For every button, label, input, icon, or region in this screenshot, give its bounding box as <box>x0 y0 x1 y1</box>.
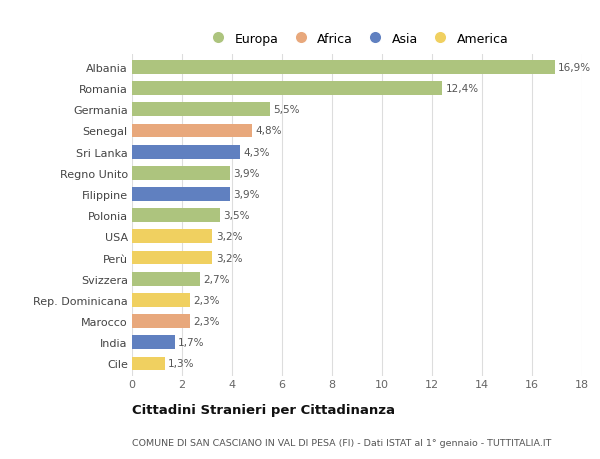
Text: Cittadini Stranieri per Cittadinanza: Cittadini Stranieri per Cittadinanza <box>132 403 395 416</box>
Bar <box>132 272 199 286</box>
Text: 2,3%: 2,3% <box>193 316 220 326</box>
Text: 4,8%: 4,8% <box>256 126 282 136</box>
Bar <box>132 82 442 96</box>
Text: 3,9%: 3,9% <box>233 190 260 200</box>
Text: 3,2%: 3,2% <box>216 232 242 242</box>
Text: 1,7%: 1,7% <box>178 337 205 347</box>
Bar <box>132 103 269 117</box>
Bar <box>132 357 164 370</box>
Text: 2,3%: 2,3% <box>193 295 220 305</box>
Bar <box>132 251 212 265</box>
Text: 3,9%: 3,9% <box>233 168 260 179</box>
Text: 3,5%: 3,5% <box>223 211 250 221</box>
Text: 2,7%: 2,7% <box>203 274 230 284</box>
Bar <box>132 124 252 138</box>
Bar <box>132 61 554 75</box>
Text: 4,3%: 4,3% <box>243 147 270 157</box>
Text: 1,3%: 1,3% <box>168 358 195 369</box>
Bar <box>132 188 229 202</box>
Bar <box>132 167 229 180</box>
Text: 16,9%: 16,9% <box>558 63 592 73</box>
Text: 12,4%: 12,4% <box>446 84 479 94</box>
Bar <box>132 293 190 307</box>
Legend: Europa, Africa, Asia, America: Europa, Africa, Asia, America <box>206 33 508 45</box>
Bar <box>132 146 239 159</box>
Text: COMUNE DI SAN CASCIANO IN VAL DI PESA (FI) - Dati ISTAT al 1° gennaio - TUTTITAL: COMUNE DI SAN CASCIANO IN VAL DI PESA (F… <box>132 438 551 447</box>
Text: 5,5%: 5,5% <box>273 105 300 115</box>
Text: 3,2%: 3,2% <box>216 253 242 263</box>
Bar <box>132 336 175 349</box>
Bar <box>132 209 220 223</box>
Bar <box>132 230 212 244</box>
Bar <box>132 314 190 328</box>
